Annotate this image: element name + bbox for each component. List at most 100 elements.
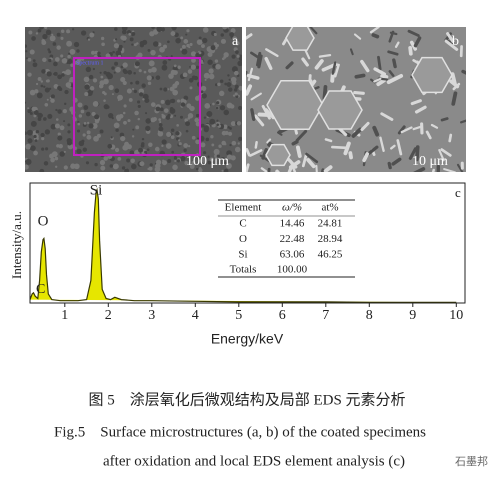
texture bbox=[253, 114, 265, 127]
texture bbox=[195, 113, 200, 118]
texture bbox=[37, 28, 42, 33]
texture bbox=[180, 36, 184, 40]
table-cell: 28.94 bbox=[318, 233, 343, 245]
texture bbox=[57, 135, 63, 141]
texture bbox=[91, 111, 96, 117]
texture bbox=[70, 163, 76, 169]
texture bbox=[117, 98, 120, 102]
texture bbox=[175, 131, 180, 136]
texture bbox=[163, 108, 169, 113]
texture bbox=[143, 70, 147, 74]
texture bbox=[180, 98, 185, 104]
texture bbox=[185, 33, 188, 36]
texture bbox=[76, 148, 82, 154]
texture bbox=[134, 61, 140, 67]
texture bbox=[191, 58, 196, 63]
texture bbox=[314, 59, 324, 70]
texture bbox=[203, 72, 210, 79]
texture bbox=[165, 115, 171, 120]
texture bbox=[155, 106, 161, 112]
texture bbox=[229, 32, 235, 37]
texture bbox=[64, 102, 67, 106]
texture bbox=[106, 73, 113, 80]
texture bbox=[412, 125, 423, 131]
texture bbox=[408, 147, 417, 160]
x-tick-label: 5 bbox=[235, 308, 242, 323]
texture bbox=[40, 84, 44, 88]
texture bbox=[82, 133, 86, 137]
texture bbox=[388, 30, 395, 43]
texture bbox=[122, 111, 126, 115]
texture bbox=[46, 79, 50, 83]
texture bbox=[102, 90, 106, 95]
texture bbox=[218, 90, 225, 97]
texture bbox=[324, 138, 333, 143]
texture bbox=[29, 49, 35, 55]
texture bbox=[148, 60, 155, 67]
texture bbox=[47, 48, 50, 51]
texture bbox=[131, 163, 137, 170]
texture bbox=[85, 66, 92, 73]
texture bbox=[221, 140, 226, 146]
texture bbox=[353, 33, 362, 40]
texture bbox=[91, 123, 98, 129]
texture bbox=[148, 68, 153, 73]
texture bbox=[221, 156, 225, 161]
texture bbox=[25, 143, 31, 150]
texture bbox=[315, 164, 318, 172]
texture bbox=[141, 142, 145, 146]
texture bbox=[148, 166, 153, 171]
texture bbox=[151, 27, 155, 30]
texture bbox=[161, 64, 168, 71]
texture bbox=[89, 32, 95, 38]
texture bbox=[50, 157, 55, 163]
texture bbox=[41, 69, 46, 74]
texture bbox=[296, 145, 302, 158]
texture bbox=[154, 166, 161, 172]
texture bbox=[408, 45, 413, 56]
texture bbox=[246, 148, 251, 157]
texture bbox=[118, 44, 123, 49]
texture bbox=[61, 58, 68, 64]
texture bbox=[198, 36, 202, 40]
texture bbox=[86, 134, 92, 140]
texture bbox=[388, 70, 395, 77]
texture bbox=[322, 85, 328, 101]
texture bbox=[166, 131, 172, 137]
texture bbox=[113, 43, 120, 49]
texture bbox=[91, 50, 96, 55]
texture bbox=[29, 111, 33, 115]
texture bbox=[52, 42, 57, 46]
texture bbox=[133, 89, 138, 94]
texture bbox=[128, 32, 132, 36]
texture bbox=[32, 59, 36, 63]
plot-frame bbox=[29, 182, 466, 304]
texture bbox=[122, 62, 128, 68]
texture bbox=[209, 157, 214, 162]
texture bbox=[57, 132, 61, 136]
texture bbox=[161, 160, 168, 166]
crystal bbox=[317, 90, 363, 130]
x-tick-label: 6 bbox=[279, 308, 286, 323]
table-cell: O bbox=[239, 233, 247, 245]
texture bbox=[414, 105, 427, 114]
texture bbox=[78, 140, 85, 147]
texture bbox=[202, 27, 209, 33]
texture bbox=[60, 54, 64, 58]
texture bbox=[161, 144, 164, 148]
texture bbox=[127, 69, 133, 75]
texture bbox=[139, 161, 145, 167]
texture bbox=[51, 123, 55, 127]
texture bbox=[189, 65, 192, 68]
texture bbox=[170, 69, 176, 75]
texture bbox=[145, 127, 149, 130]
texture bbox=[114, 27, 118, 31]
texture bbox=[200, 123, 205, 128]
texture bbox=[44, 129, 51, 135]
texture bbox=[40, 132, 45, 138]
texture bbox=[51, 33, 54, 36]
texture bbox=[27, 109, 32, 114]
texture bbox=[369, 27, 380, 34]
texture bbox=[50, 98, 55, 103]
texture bbox=[201, 61, 204, 64]
